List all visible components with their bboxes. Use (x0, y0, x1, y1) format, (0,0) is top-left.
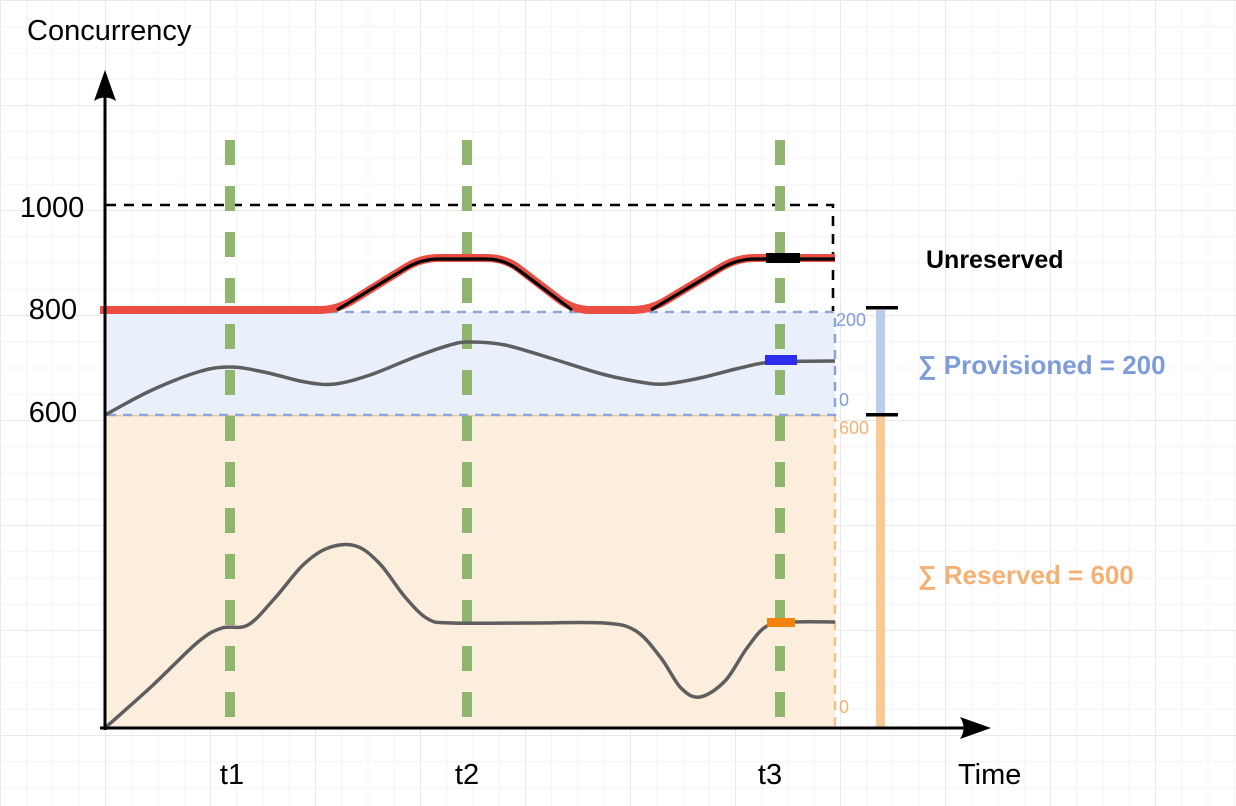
y-tick-800: 800 (28, 294, 78, 326)
time-marker-lines (225, 140, 785, 727)
right-scale-bars (866, 306, 898, 728)
reserved-scale-bottom: 0 (839, 697, 850, 717)
provisioned-scale-bottom: 0 (839, 390, 850, 410)
y-axis-title: Concurrency (27, 15, 192, 47)
provisioned-sum-annotation: ∑ Provisioned = 200 (918, 350, 1166, 380)
y-tick-600: 600 (28, 397, 78, 429)
x-tick-t1: t1 (219, 759, 245, 791)
reserved-scale-top: 600 (839, 418, 870, 438)
account-limit-dashed-line (106, 203, 835, 311)
usage-curves (103, 340, 836, 730)
x-axis-title: Time (958, 759, 1022, 791)
y-tick-1000: 1000 (19, 192, 85, 224)
unreserved-annotation: Unreserved (926, 246, 1064, 274)
unreserved-boundary-line (100, 254, 835, 314)
t3-point-markers (765, 253, 800, 627)
axes (94, 70, 991, 739)
x-tick-t3: t3 (757, 759, 783, 791)
reserved-sum-annotation: ∑ Reserved = 600 (918, 560, 1134, 590)
x-tick-t2: t2 (454, 759, 480, 791)
provisioned-scale-top: 200 (836, 310, 867, 330)
